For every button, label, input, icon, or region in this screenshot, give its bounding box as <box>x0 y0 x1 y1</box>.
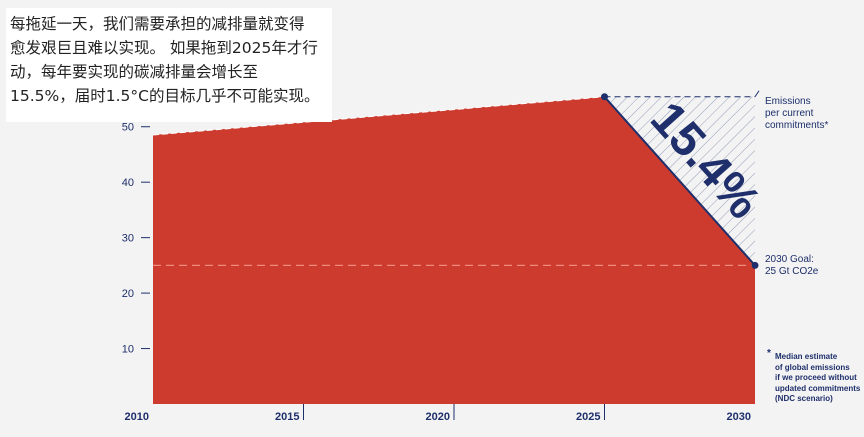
historical-trend-line <box>152 96 605 136</box>
note-text: Median estimate of global emissions if w… <box>775 352 861 403</box>
y-tick-label: 50 <box>122 122 134 134</box>
caption-box: 每拖延一天，我们需要承担的减排量就变得 愈发艰巨且难以实现。 如果拖到2025年… <box>6 8 332 122</box>
x-tick-label: 2030 <box>727 411 751 423</box>
data-point <box>751 261 759 269</box>
data-point <box>601 93 608 101</box>
x-tick-label: 2020 <box>426 411 450 423</box>
y-tick-label: 10 <box>122 344 134 356</box>
emissions-area <box>153 96 755 405</box>
note-asterisk: * <box>767 348 771 359</box>
emissions-annotation: Emissions per current commitments* <box>765 84 828 132</box>
emissions-annotation-text: Emissions per current commitments <box>765 96 825 131</box>
x-axis: 2010 2015 2020 2025 2030 <box>125 404 751 423</box>
x-tick-label: 2010 <box>125 411 149 423</box>
y-tick-label: 20 <box>122 288 134 300</box>
y-tick-label: 40 <box>122 177 134 189</box>
plot-area <box>152 90 760 405</box>
emissions-asterisk: * <box>824 120 829 131</box>
goal-annotation: 2030 Goal: 25 Gt CO2e <box>765 254 819 277</box>
x-tick-label: 2025 <box>576 411 600 423</box>
reduction-path-line <box>603 96 756 267</box>
x-tick-label: 2015 <box>275 411 299 423</box>
y-tick-label: 30 <box>122 233 134 245</box>
emissions-leader <box>754 90 760 98</box>
y-axis: 10 20 30 40 50 <box>122 122 150 356</box>
